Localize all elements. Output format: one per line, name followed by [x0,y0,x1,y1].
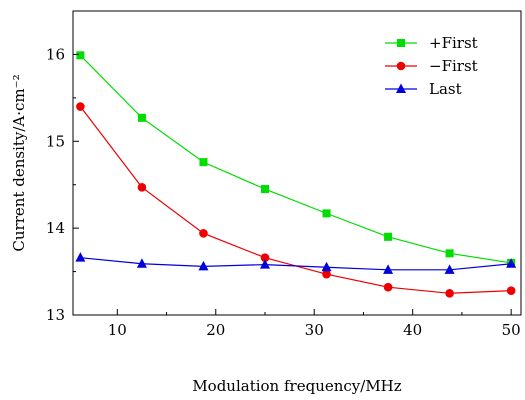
legend-entry: −First [385,57,478,75]
data-point [137,183,147,192]
x-tick-label: 40 [403,321,422,339]
legend-swatch-marker [397,39,405,47]
y-axis-title: Current density/A·cm⁻² [10,74,28,251]
x-axis-title: Modulation frequency/MHz [192,377,401,395]
data-point [76,102,85,111]
data-point [199,229,208,238]
series-line [79,54,512,264]
data-point [383,282,393,292]
x-tick-label: 10 [108,321,127,339]
y-tick-label: 13 [46,306,65,324]
data-point [261,185,269,194]
plot-frame [72,10,522,316]
data-point [444,264,455,274]
data-point [260,253,270,262]
legend-swatch-marker [396,83,406,93]
data-point [506,258,517,268]
axes-group: 10 20 30 40 50 13 14 15 16 Modulation frequency/M… [10,10,522,395]
x-tick-label: 30 [305,321,324,339]
data-point [136,258,147,268]
data-point [199,158,208,167]
data-point [506,286,516,295]
series-group [75,51,517,298]
series-last [75,252,517,274]
legend-entry: +First [385,34,478,52]
x-tick-label: 50 [502,321,521,339]
data-point [198,260,209,271]
data-point [75,252,86,262]
x-tick-label: 20 [206,321,225,339]
legend-label: −First [429,57,478,75]
data-point [384,232,393,241]
legend-swatch-marker [396,61,406,71]
data-point [322,269,331,279]
legend-label: +First [429,34,478,52]
legend: +First −First Last [385,34,478,98]
data-point [321,261,332,272]
y-tick-label: 15 [46,132,65,150]
data-point [260,259,270,269]
legend-entry: Last [385,80,462,98]
legend-label: Last [429,80,462,98]
data-point [445,288,454,298]
y-tick-label: 16 [46,45,65,63]
data-point [445,249,454,258]
data-point [383,264,394,274]
data-point [137,113,146,122]
series-line [80,257,512,271]
data-point [322,209,331,218]
data-point [76,51,85,60]
y-tick-label: 14 [46,219,65,237]
